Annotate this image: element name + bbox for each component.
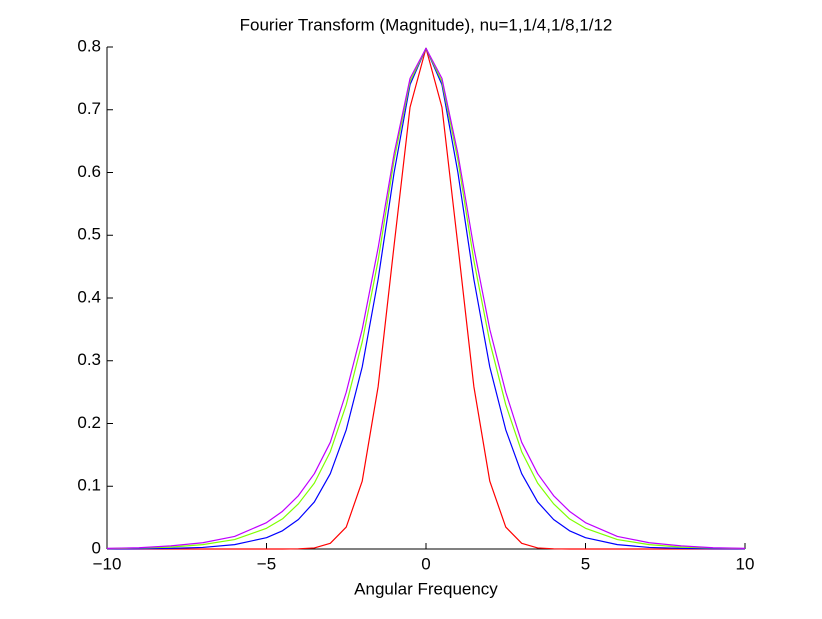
x-tick-label: 10 — [736, 554, 755, 573]
chart-title: Fourier Transform (Magnitude), nu=1,1/4,… — [240, 15, 613, 34]
y-tick-label: 0.1 — [77, 476, 101, 495]
x-tick-label: 5 — [581, 554, 590, 573]
y-tick-label: 0.2 — [77, 413, 101, 432]
y-tick-label: 0.3 — [77, 350, 101, 369]
y-tick-label: 0 — [92, 538, 101, 557]
x-tick-label: 0 — [421, 554, 430, 573]
series-line — [107, 47, 745, 550]
series-line — [106, 47, 746, 550]
x-tick-label: −5 — [257, 554, 276, 573]
y-tick-label: 0.7 — [77, 99, 101, 118]
series-line — [106, 47, 746, 549]
series-line — [106, 47, 746, 550]
y-tick-label: 0.6 — [77, 162, 101, 181]
x-axis-label: Angular Frequency — [354, 579, 498, 598]
y-tick-label: 0.4 — [77, 287, 101, 306]
x-tick-label: −10 — [93, 554, 122, 573]
y-tick-label: 0.5 — [77, 225, 101, 244]
y-tick-label: 0.8 — [77, 36, 101, 55]
